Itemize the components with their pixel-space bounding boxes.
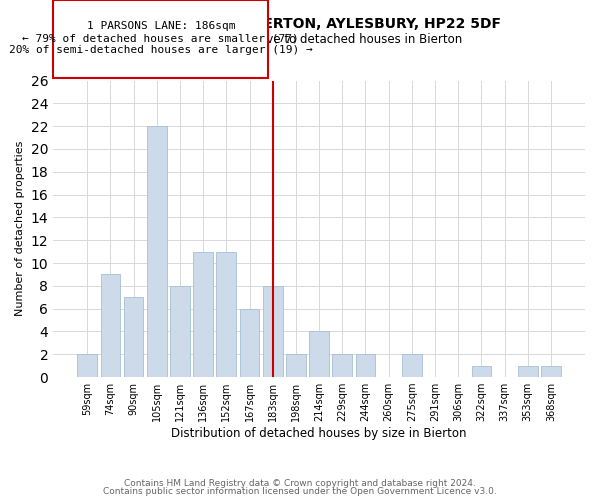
Bar: [77, 354, 97, 377]
Bar: [402, 354, 422, 377]
Bar: [170, 286, 190, 377]
Bar: [124, 297, 143, 377]
Bar: [541, 366, 561, 377]
Text: Size of property relative to detached houses in Bierton: Size of property relative to detached ho…: [138, 32, 462, 46]
Text: 1, PARSONS LANE, BIERTON, AYLESBURY, HP22 5DF: 1, PARSONS LANE, BIERTON, AYLESBURY, HP2…: [98, 18, 502, 32]
Text: Contains HM Land Registry data © Crown copyright and database right 2024.: Contains HM Land Registry data © Crown c…: [124, 478, 476, 488]
Y-axis label: Number of detached properties: Number of detached properties: [15, 141, 25, 316]
Text: 1 PARSONS LANE: 186sqm
← 79% of detached houses are smaller (77)
20% of semi-det: 1 PARSONS LANE: 186sqm ← 79% of detached…: [9, 22, 313, 54]
Bar: [332, 354, 352, 377]
Bar: [147, 126, 167, 377]
X-axis label: Distribution of detached houses by size in Bierton: Distribution of detached houses by size …: [172, 427, 467, 440]
Bar: [239, 308, 259, 377]
Bar: [101, 274, 120, 377]
Text: Contains public sector information licensed under the Open Government Licence v3: Contains public sector information licen…: [103, 488, 497, 496]
Bar: [286, 354, 306, 377]
Bar: [263, 286, 283, 377]
Bar: [217, 252, 236, 377]
Bar: [356, 354, 376, 377]
Bar: [472, 366, 491, 377]
Bar: [193, 252, 213, 377]
Bar: [309, 332, 329, 377]
Bar: [518, 366, 538, 377]
